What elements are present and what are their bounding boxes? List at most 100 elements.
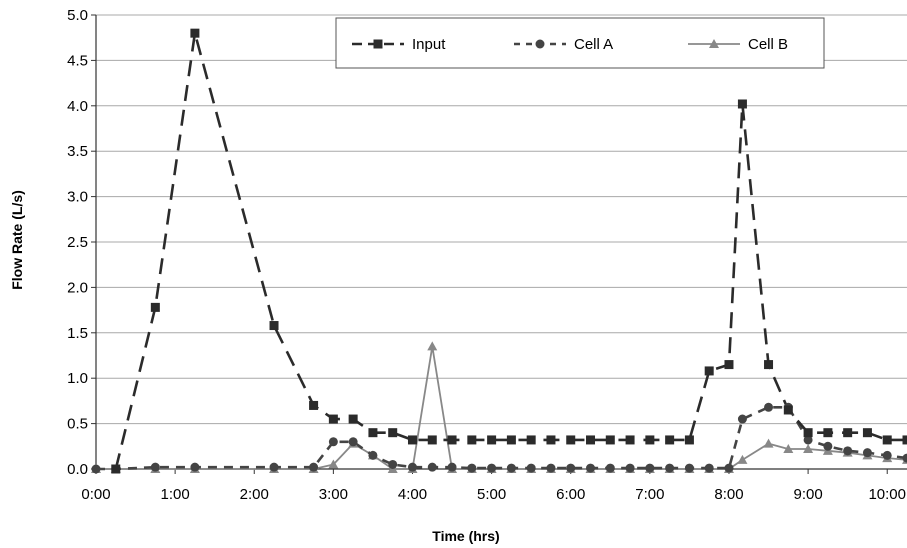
y-tick-label: 4.5 (67, 52, 88, 69)
data-point-cell-a (546, 463, 556, 473)
data-point-cell-b (328, 459, 339, 469)
x-axis-tick-labels: 0:00 1:00 2:00 3:00 4:00 5:00 6:00 7:00 8:00 9:00… (81, 486, 906, 503)
data-point-cell-a (843, 446, 853, 456)
data-point-input (586, 435, 596, 445)
data-point-cell-a (269, 462, 279, 472)
legend-marker-cell-a (535, 39, 545, 49)
data-point-cell-a (388, 459, 398, 469)
data-point-cell-a (407, 462, 417, 472)
data-point-cell-a (724, 463, 734, 473)
x-tick-label: 0:00 (81, 486, 110, 503)
data-point-input (566, 435, 576, 445)
series-markers (91, 28, 907, 474)
legend-label-input: Input (412, 36, 446, 53)
data-point-input (902, 435, 907, 445)
data-point-cell-a (645, 463, 655, 473)
data-point-cell-a (467, 463, 477, 473)
y-axis-title: Flow Rate (L/s) (9, 190, 25, 290)
data-point-cell-b (803, 444, 814, 454)
data-point-input (862, 428, 872, 438)
y-tick-label: 2.0 (67, 279, 88, 296)
legend-items: Input Cell A Cell B (352, 36, 788, 53)
data-point-cell-a (368, 450, 378, 460)
y-tick-label: 3.5 (67, 143, 88, 160)
data-point-cell-a (526, 463, 536, 473)
data-point-cell-b (737, 454, 748, 464)
y-tick-label: 4.0 (67, 98, 88, 115)
data-point-input (111, 464, 121, 474)
data-point-cell-a (190, 462, 200, 472)
legend-box (335, 17, 825, 69)
y-tick-label: 0.5 (67, 416, 88, 433)
data-point-input (368, 428, 378, 438)
data-point-cell-a (150, 462, 160, 472)
data-point-cell-a (487, 463, 497, 473)
legend-marker-cell-b (709, 39, 719, 48)
data-point-cell-a (328, 437, 338, 447)
x-axis-title: Time (hrs) (432, 528, 499, 544)
data-point-input (407, 435, 417, 445)
data-point-input (546, 435, 556, 445)
data-point-input (605, 435, 615, 445)
y-tick-label: 3.0 (67, 189, 88, 206)
data-point-input (328, 414, 338, 424)
data-point-cell-a (862, 448, 872, 458)
data-point-cell-a (309, 462, 319, 472)
data-point-cell-a (823, 441, 833, 451)
data-point-cell-b (783, 444, 794, 454)
x-tick-label: 8:00 (714, 486, 743, 503)
data-point-input (269, 321, 279, 331)
data-point-input (309, 400, 319, 410)
data-point-input (684, 435, 694, 445)
data-point-input (704, 366, 714, 376)
data-point-input (665, 435, 675, 445)
data-point-cell-a (427, 462, 437, 472)
legend-label-cell-b: Cell B (748, 36, 788, 53)
x-tick-label: 3:00 (319, 486, 348, 503)
y-tick-label: 5.0 (67, 7, 88, 24)
x-tick-label: 7:00 (635, 486, 664, 503)
data-point-input (467, 435, 477, 445)
data-point-cell-a (625, 463, 635, 473)
data-point-input (506, 435, 516, 445)
data-point-cell-a (737, 414, 747, 424)
legend-label-cell-a: Cell A (574, 36, 613, 53)
gridlines (96, 14, 907, 425)
data-point-cell-a (902, 453, 907, 463)
data-point-input (803, 428, 813, 438)
x-tick-label: 4:00 (398, 486, 427, 503)
data-point-input (645, 435, 655, 445)
data-point-cell-a (447, 462, 457, 472)
legend-marker-input (373, 39, 383, 49)
data-point-input (487, 435, 497, 445)
data-point-cell-a (506, 463, 516, 473)
data-point-cell-a (605, 463, 615, 473)
data-point-cell-a (764, 402, 774, 412)
data-point-input (882, 435, 892, 445)
data-point-cell-b (427, 341, 438, 351)
data-point-input (388, 428, 398, 438)
x-tick-label: 10:00 (868, 486, 906, 503)
data-point-cell-a (566, 463, 576, 473)
data-point-input (150, 302, 160, 312)
data-point-input (447, 435, 457, 445)
data-point-input (737, 99, 747, 109)
data-point-cell-b (763, 438, 774, 448)
y-tick-label: 1.0 (67, 370, 88, 387)
data-point-cell-a (348, 437, 358, 447)
data-point-input (843, 428, 853, 438)
data-point-cell-a (882, 450, 892, 460)
data-point-input (764, 360, 774, 370)
x-tick-label: 2:00 (240, 486, 269, 503)
data-point-cell-a (704, 463, 714, 473)
data-point-input (724, 360, 734, 370)
y-tick-label: 1.5 (67, 325, 88, 342)
y-tick-label: 0.0 (67, 461, 88, 478)
x-tick-label: 5:00 (477, 486, 506, 503)
y-tick-label: 2.5 (67, 234, 88, 251)
data-point-cell-a (803, 435, 813, 445)
legend: Input Cell A Cell B (335, 17, 825, 69)
data-point-cell-a (684, 463, 694, 473)
